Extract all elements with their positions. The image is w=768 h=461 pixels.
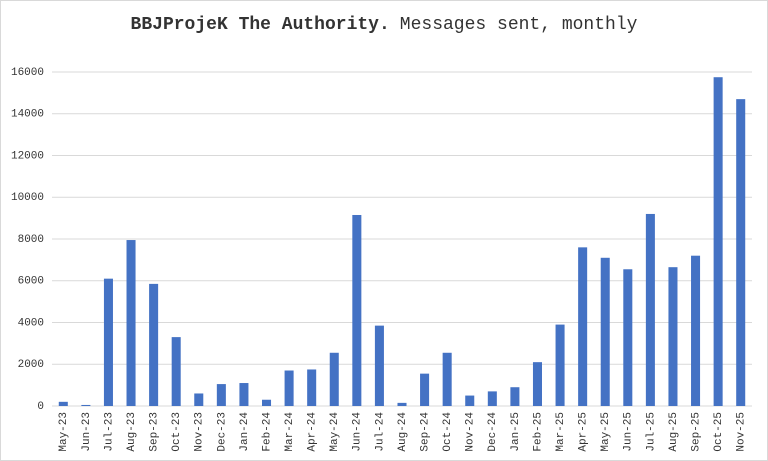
bar [578, 247, 588, 406]
x-tick-label: Oct-24 [442, 412, 454, 452]
chart-heading: BBJProjeK The Authority. Messages sent, m… [131, 15, 638, 35]
bar [600, 257, 610, 406]
x-tick-label: Jul-24 [374, 412, 386, 452]
bar [81, 404, 91, 406]
bar [262, 399, 272, 406]
y-tick-label: 4000 [18, 317, 44, 329]
bar [713, 77, 723, 406]
bar [645, 213, 655, 406]
bar [216, 384, 226, 406]
x-tick-label: Jun-23 [81, 412, 93, 452]
bar [194, 393, 204, 406]
x-tick-label: May-24 [329, 412, 341, 452]
x-tick-label: Apr-24 [307, 412, 319, 452]
x-tick-label: Jun-24 [352, 412, 364, 452]
x-tick-label: Jul-23 [103, 412, 115, 452]
y-tick-label: 14000 [11, 109, 44, 121]
x-tick-label: Apr-25 [578, 412, 590, 452]
y-tick-label: 12000 [11, 150, 44, 162]
bar [623, 269, 633, 406]
bar [736, 99, 746, 406]
x-tick-label: Sep-25 [690, 412, 702, 452]
bar [510, 387, 520, 406]
x-tick-label: Jun-25 [623, 412, 635, 452]
x-tick-label: Aug-24 [397, 412, 409, 452]
bar [126, 240, 136, 406]
x-tick-label: Sep-24 [419, 412, 431, 452]
bar [420, 373, 430, 406]
bar [329, 352, 339, 406]
bar [691, 255, 701, 406]
x-tick-label: Aug-25 [668, 412, 680, 452]
x-tick-label: Dec-24 [487, 412, 499, 452]
bar [239, 383, 249, 406]
x-tick-label: May-23 [58, 412, 70, 452]
x-tick-label: Feb-25 [532, 412, 544, 452]
x-tick-label: Oct-25 [713, 412, 725, 452]
bar [555, 324, 565, 406]
y-tick-label: 8000 [18, 234, 44, 246]
x-tick-label: Mar-25 [555, 412, 567, 452]
y-tick-label: 2000 [18, 359, 44, 371]
bar [352, 214, 362, 406]
bar [465, 395, 475, 406]
bar [149, 283, 159, 406]
x-tick-label: Nov-24 [465, 412, 477, 452]
bar [103, 278, 113, 406]
x-tick-label: Sep-23 [149, 412, 161, 452]
x-tick-label: Dec-23 [216, 412, 228, 452]
chart-title: BBJProjeK The Authority. [131, 15, 390, 35]
x-tick-label: Nov-25 [736, 412, 748, 452]
x-tick-label: Nov-23 [194, 412, 206, 452]
bar [58, 401, 68, 406]
bar [171, 337, 181, 406]
bar [397, 402, 407, 406]
x-tick-label: Jan-25 [510, 412, 522, 452]
x-tick-label: Jan-24 [239, 412, 251, 452]
x-tick-label: Jul-25 [645, 412, 657, 452]
y-tick-label: 16000 [11, 67, 44, 79]
x-tick-label: Aug-23 [126, 412, 138, 452]
bar [307, 369, 317, 406]
bar [374, 325, 384, 406]
bar [487, 391, 497, 406]
x-tick-label: May-25 [600, 412, 612, 452]
bar [442, 352, 452, 406]
x-tick-label: Oct-23 [171, 412, 183, 452]
bar [532, 362, 542, 406]
y-tick-label: 10000 [11, 192, 44, 204]
y-tick-label: 6000 [18, 276, 44, 288]
x-tick-label: Mar-24 [284, 412, 296, 452]
bar [284, 370, 294, 406]
x-tick-label: Feb-24 [261, 412, 273, 452]
bar [668, 267, 678, 406]
chart-subtitle: Messages sent, monthly [400, 15, 638, 35]
y-tick-label: 0 [37, 401, 44, 413]
